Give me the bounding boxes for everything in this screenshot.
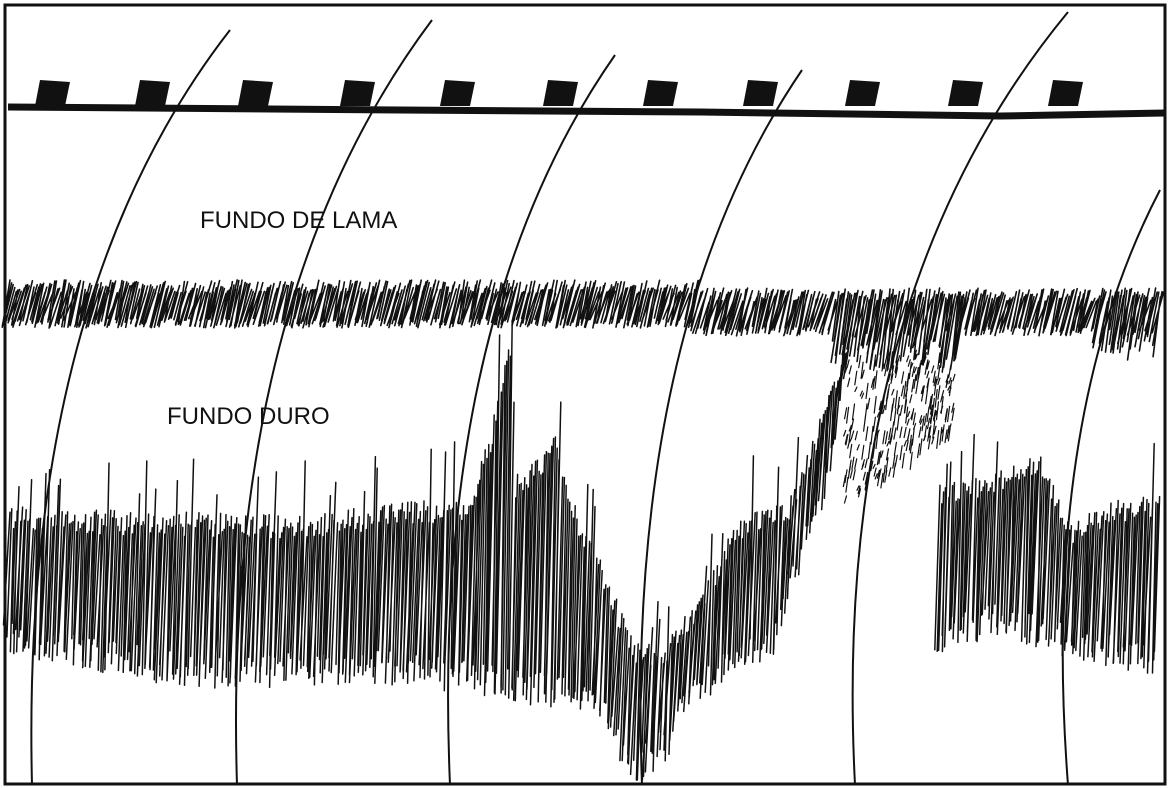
sync-block (543, 80, 578, 106)
echogram: FUNDO DE LAMA FUNDO DURO (0, 0, 1170, 788)
sync-block (948, 80, 983, 106)
page: Echogram html, body { margin: 0; padding… (0, 0, 1170, 788)
sync-block (743, 80, 778, 106)
sync-block (845, 80, 880, 106)
sync-block (440, 80, 475, 106)
mud-bottom-label: FUNDO DE LAMA (200, 207, 397, 234)
sync-block (643, 80, 678, 106)
hard-bottom-label: FUNDO DURO (167, 403, 330, 430)
sync-block (135, 80, 170, 106)
sync-block (1048, 80, 1083, 106)
body: {"labels": {"mud_bottom": "FUNDO DE LAMA… (0, 0, 1170, 788)
sync-block (35, 80, 70, 106)
sync-block (238, 80, 273, 106)
sync-block (340, 80, 375, 106)
